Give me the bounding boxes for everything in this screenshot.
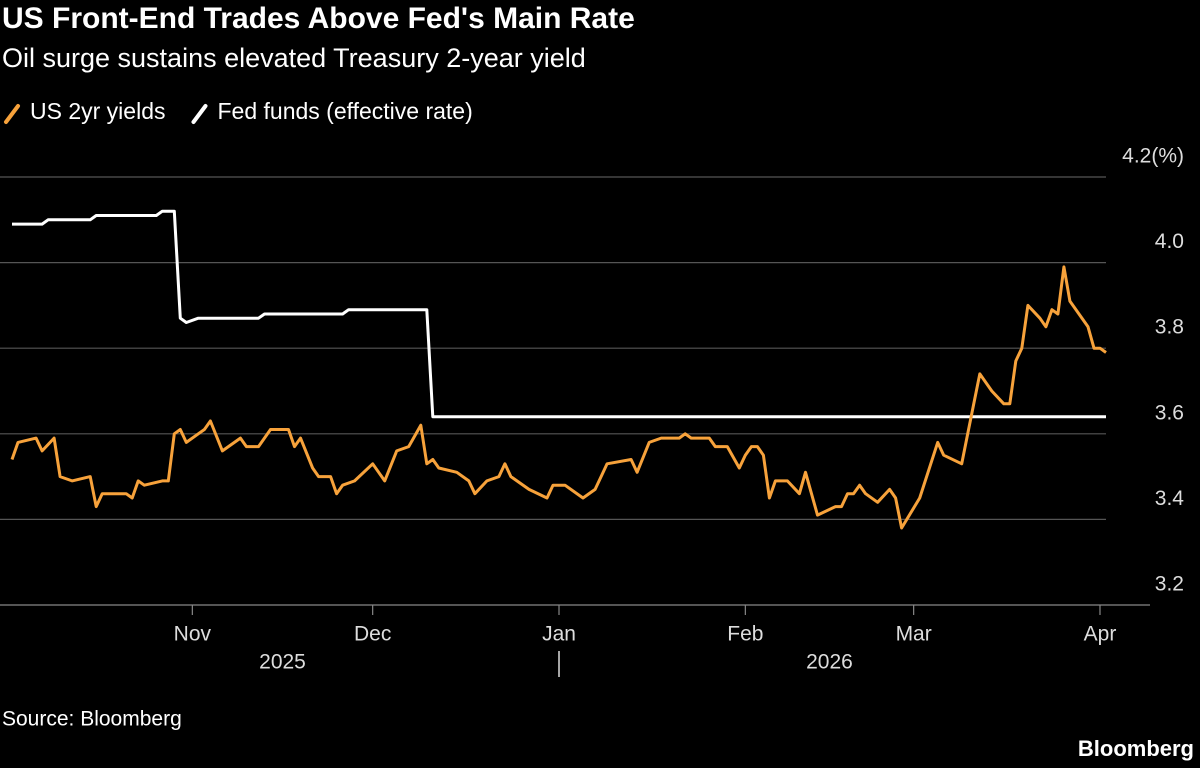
y-tick-label: 3.6	[1155, 401, 1184, 424]
year-label: 2025	[259, 651, 306, 674]
x-tick-label: Apr	[1084, 623, 1117, 646]
series-line	[10, 265, 1107, 530]
brand: Bloomberg	[1078, 736, 1194, 761]
x-tick-label: Jan	[542, 623, 576, 646]
legend-label: Fed funds (effective rate)	[217, 98, 472, 124]
x-tick-label: Nov	[174, 623, 212, 646]
series-line	[12, 209, 1106, 419]
y-tick-label: 3.2	[1155, 573, 1184, 596]
chart-subtitle: Oil surge sustains elevated Treasury 2-y…	[2, 43, 586, 73]
x-tick-label: Mar	[896, 623, 932, 646]
x-tick-label: Dec	[354, 623, 391, 646]
source: Source: Bloomberg	[2, 708, 182, 731]
chart-title: US Front-End Trades Above Fed's Main Rat…	[2, 2, 635, 35]
y-tick-label: 3.8	[1155, 316, 1184, 339]
legend-swatch	[191, 104, 208, 124]
x-tick-label: Feb	[727, 623, 763, 646]
y-tick-label: 4.2(%)	[1122, 145, 1184, 168]
legend-swatch	[4, 104, 20, 124]
year-label: 2026	[806, 651, 853, 674]
legend-label: US 2yr yields	[30, 98, 165, 124]
y-tick-label: 3.4	[1155, 487, 1185, 510]
y-tick-label: 4.0	[1155, 230, 1184, 253]
